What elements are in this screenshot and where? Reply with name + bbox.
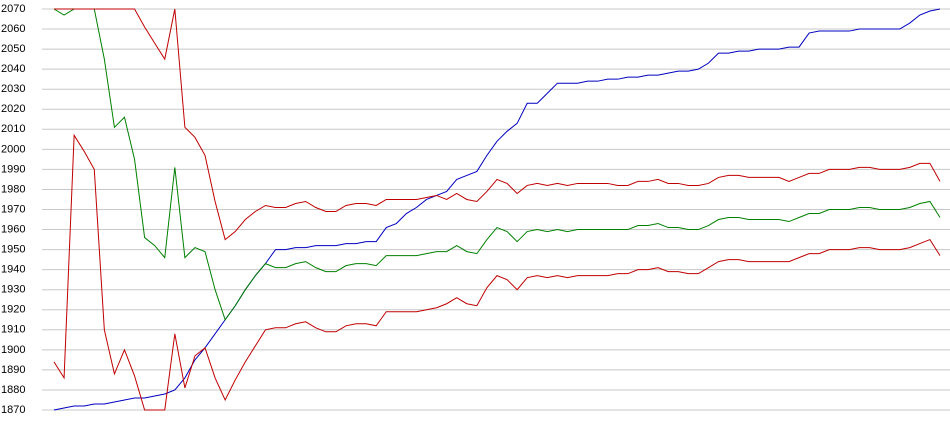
y-tick-label: 2010 [1, 123, 25, 135]
y-tick-label: 1890 [1, 364, 25, 376]
y-tick-label: 2070 [1, 3, 25, 15]
y-tick-label: 1970 [1, 203, 25, 215]
y-tick-label: 2000 [1, 143, 25, 155]
y-tick-label: 1900 [1, 344, 25, 356]
series-line [53, 133, 941, 411]
series-line [53, 8, 941, 411]
y-tick-label: 2030 [1, 83, 25, 95]
y-tick-label: 1920 [1, 304, 25, 316]
y-tick-label: 1910 [1, 324, 25, 336]
y-tick-label: 1880 [1, 384, 25, 396]
series-line [53, 8, 941, 321]
y-tick-label: 1990 [1, 163, 25, 175]
y-tick-label: 2060 [1, 23, 25, 35]
y-tick-label: 2020 [1, 103, 25, 115]
y-tick-label: 1980 [1, 183, 25, 195]
y-tick-label: 1930 [1, 284, 25, 296]
y-tick-label: 1940 [1, 264, 25, 276]
y-tick-label: 1960 [1, 223, 25, 235]
y-tick-label: 1950 [1, 244, 25, 256]
series-line [54, 8, 941, 241]
y-tick-label: 2050 [1, 43, 25, 55]
y-tick-label: 1870 [1, 404, 25, 416]
y-tick-label: 2040 [1, 63, 25, 75]
